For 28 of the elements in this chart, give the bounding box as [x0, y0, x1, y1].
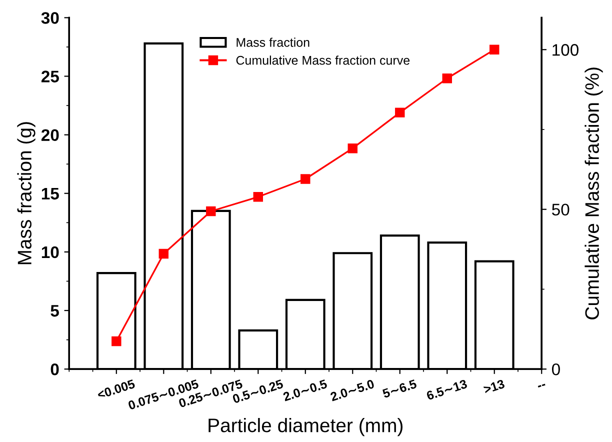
x-tick-label: -- — [538, 384, 546, 388]
point — [442, 74, 452, 84]
y-tick-label: 5 — [50, 305, 59, 317]
point — [206, 206, 216, 216]
y-axis-title: Mass fraction (g) — [17, 122, 36, 264]
y2-tick-label: 50 — [552, 204, 570, 216]
point — [300, 174, 310, 184]
point — [253, 192, 264, 202]
x-tick-label: 5∼6.5 — [382, 379, 418, 398]
x-tick-label: 6.5∼13 — [426, 379, 468, 400]
legend-label: Mass fraction — [236, 38, 310, 47]
point — [395, 108, 405, 118]
y-tick-label: 15 — [42, 188, 59, 200]
y-tick-label: 20 — [41, 129, 59, 142]
point — [490, 44, 500, 54]
y-tick-label: 0 — [50, 363, 59, 376]
x-axis-title: Particle diameter (mm) — [208, 418, 403, 436]
point — [158, 248, 169, 259]
y-tick-label: 10 — [42, 246, 59, 258]
y2-axis-title: Cumulative Mass fraction (%) — [584, 68, 603, 320]
y-tick-label: 30 — [41, 12, 59, 24]
point — [112, 336, 122, 346]
legend-label: Cumulative Mass fraction curve — [236, 56, 410, 65]
x-tick-label: >13 — [483, 379, 506, 394]
y2-tick-label: 100 — [552, 44, 578, 56]
y-tick-label: 25 — [41, 70, 59, 82]
point — [348, 143, 358, 154]
y2-tick-label: 0 — [552, 363, 560, 376]
